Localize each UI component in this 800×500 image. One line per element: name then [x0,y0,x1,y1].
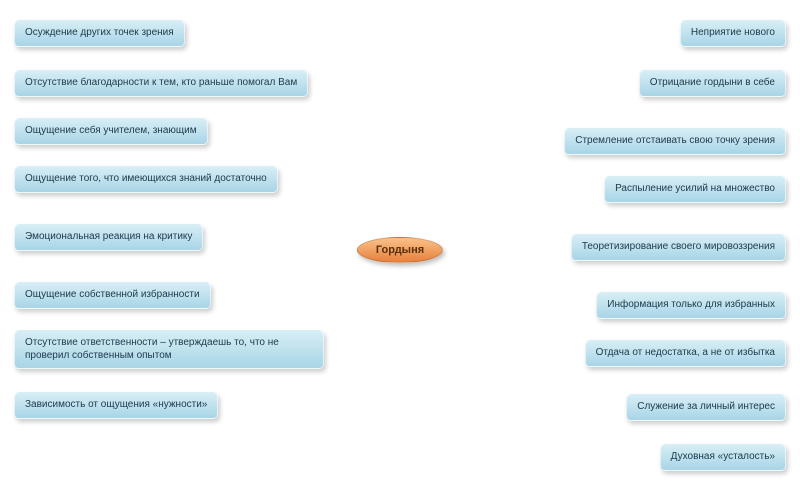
center-node: Гордыня [357,237,443,263]
box-label: Отрицание гордыни в себе [650,77,775,88]
box-label: Отсутствие ответственности – утверждаешь… [25,337,279,361]
left-box: Ощущение собственной избранности [14,282,211,309]
left-box: Осуждение других точек зрения [14,20,185,47]
box-label: Осуждение других точек зрения [25,27,174,38]
right-box: Отрицание гордыни в себе [639,70,786,97]
box-label: Теоретизирование своего мировоззрения [582,241,775,252]
box-label: Ощущение себя учителем, знающим [25,125,197,136]
box-label: Отдача от недостатка, а не от избытка [596,347,775,358]
right-box: Отдача от недостатка, а не от избытка [585,340,786,367]
right-box: Духовная «усталость» [660,444,786,471]
left-box: Ощущение того, что имеющихся знаний дост… [14,166,278,193]
right-box: Стремление отстаивать свою точку зрения [564,128,786,155]
box-label: Информация только для избранных [607,299,775,310]
box-label: Служение за личный интерес [637,401,775,412]
right-box: Неприятие нового [680,20,786,47]
box-label: Зависимость от ощущения «нужности» [25,399,207,410]
left-box: Зависимость от ощущения «нужности» [14,392,218,419]
box-label: Ощущение собственной избранности [25,289,200,300]
right-box: Информация только для избранных [596,292,786,319]
left-box: Отсутствие ответственности – утверждаешь… [14,330,324,369]
left-box: Ощущение себя учителем, знающим [14,118,208,145]
box-label: Неприятие нового [691,27,775,38]
box-label: Распыление усилий на множество [615,183,775,194]
box-label: Ощущение того, что имеющихся знаний дост… [25,173,267,184]
box-label: Эмоциональная реакция на критику [25,231,192,242]
right-box: Служение за личный интерес [626,394,786,421]
right-box: Распыление усилий на множество [604,176,786,203]
box-label: Стремление отстаивать свою точку зрения [575,135,775,146]
left-box: Эмоциональная реакция на критику [14,224,203,251]
box-label: Духовная «усталость» [671,451,775,462]
mindmap-container: Гордыня Осуждение других точек зрения Отс… [0,0,800,500]
center-label: Гордыня [376,244,424,256]
left-box: Отсутствие благодарности к тем, кто рань… [14,70,308,97]
right-box: Теоретизирование своего мировоззрения [571,234,786,261]
box-label: Отсутствие благодарности к тем, кто рань… [25,77,297,88]
